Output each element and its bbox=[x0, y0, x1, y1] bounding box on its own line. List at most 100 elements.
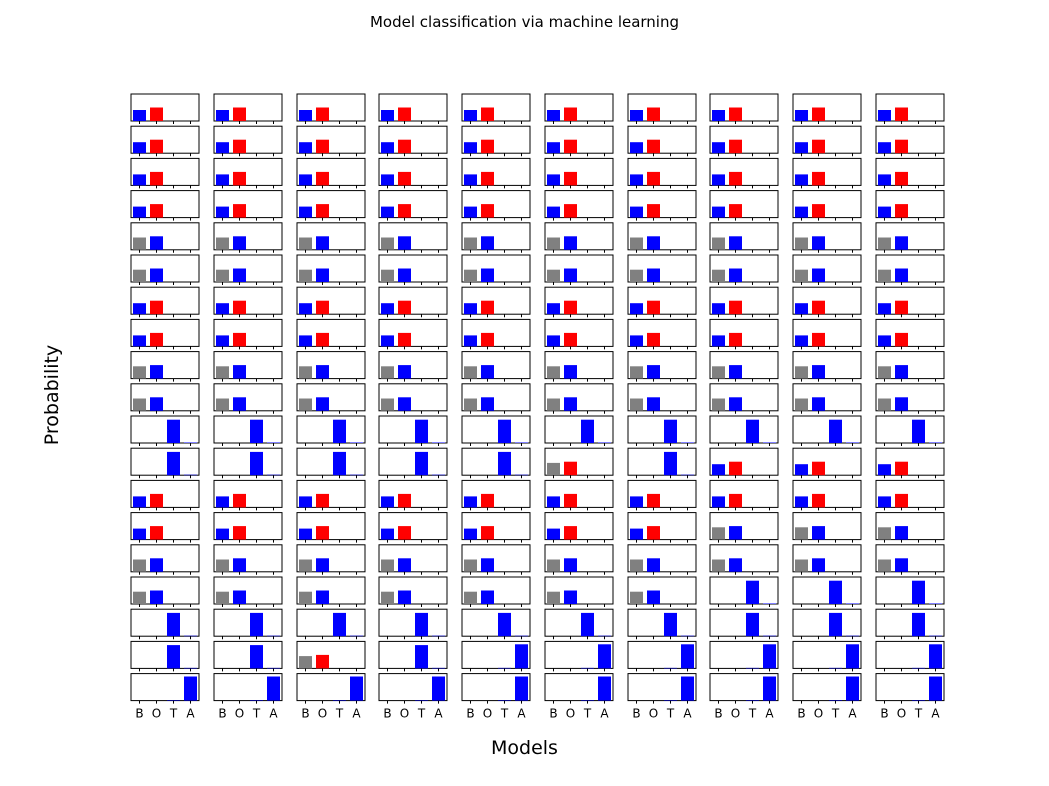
bar bbox=[250, 645, 263, 669]
bar bbox=[250, 700, 263, 701]
bar bbox=[350, 676, 363, 701]
bar bbox=[895, 526, 908, 540]
subplot bbox=[130, 447, 200, 479]
bar bbox=[432, 442, 445, 443]
subplot bbox=[627, 544, 697, 575]
bar bbox=[878, 527, 891, 540]
subplot bbox=[213, 479, 283, 511]
subplot-frame bbox=[544, 608, 614, 637]
bar bbox=[381, 591, 394, 604]
bar bbox=[233, 204, 246, 218]
bar bbox=[481, 365, 494, 379]
subplot-frame bbox=[709, 222, 779, 251]
bar bbox=[233, 139, 246, 154]
bar bbox=[432, 667, 445, 669]
subplot bbox=[544, 190, 614, 221]
subplot bbox=[709, 447, 779, 479]
subplot-frame bbox=[130, 415, 200, 444]
bar bbox=[795, 335, 808, 347]
subplot bbox=[296, 157, 366, 189]
bar bbox=[150, 236, 163, 250]
bar bbox=[895, 171, 908, 186]
bar bbox=[630, 559, 643, 572]
x-tick-label: B bbox=[135, 707, 143, 721]
bar bbox=[647, 139, 660, 154]
bar bbox=[184, 474, 197, 476]
bar bbox=[846, 635, 859, 637]
bar bbox=[316, 332, 329, 347]
subplot bbox=[461, 415, 531, 446]
bar bbox=[415, 451, 428, 476]
bar bbox=[878, 142, 891, 154]
bar bbox=[746, 419, 759, 443]
subplot bbox=[461, 125, 531, 157]
subplot bbox=[378, 254, 448, 285]
subplot bbox=[130, 125, 200, 157]
bar bbox=[398, 590, 411, 604]
bar bbox=[647, 493, 660, 508]
subplot bbox=[130, 512, 200, 543]
bar bbox=[233, 365, 246, 379]
bar bbox=[464, 559, 477, 572]
subplot bbox=[213, 222, 283, 253]
bar bbox=[712, 398, 725, 411]
subplot bbox=[296, 479, 366, 511]
x-tick-label: O bbox=[152, 707, 161, 721]
subplot bbox=[378, 512, 448, 543]
bar bbox=[299, 366, 312, 379]
bar bbox=[647, 365, 660, 379]
bar bbox=[150, 300, 163, 315]
subplot bbox=[627, 608, 697, 640]
x-tick-label: O bbox=[235, 707, 244, 721]
subplot bbox=[461, 640, 531, 672]
subplot bbox=[461, 544, 531, 575]
bar bbox=[912, 700, 925, 701]
bar bbox=[746, 612, 759, 637]
bar bbox=[299, 110, 312, 121]
bar bbox=[216, 237, 229, 250]
subplot bbox=[296, 254, 366, 285]
subplot-frame bbox=[213, 608, 283, 637]
bar bbox=[630, 335, 643, 347]
bar bbox=[564, 558, 577, 572]
bar bbox=[547, 366, 560, 379]
subplot bbox=[130, 93, 200, 124]
x-tick-label: A bbox=[683, 707, 692, 721]
bar bbox=[216, 206, 229, 218]
bar bbox=[812, 526, 825, 540]
bar bbox=[564, 236, 577, 250]
subplot bbox=[544, 544, 614, 575]
bar bbox=[133, 206, 146, 218]
bar bbox=[795, 269, 808, 282]
subplot-frame bbox=[296, 608, 366, 637]
bar bbox=[895, 365, 908, 379]
x-tick-label: T bbox=[252, 707, 261, 721]
bar bbox=[515, 442, 528, 443]
subplot-frame bbox=[378, 415, 448, 444]
subplot bbox=[544, 640, 614, 672]
bar bbox=[878, 303, 891, 315]
subplot bbox=[709, 351, 779, 382]
bar bbox=[812, 300, 825, 315]
subplot bbox=[627, 125, 697, 157]
bar bbox=[630, 303, 643, 315]
bar bbox=[381, 142, 394, 154]
bar bbox=[150, 171, 163, 186]
bar bbox=[316, 526, 329, 540]
subplot bbox=[792, 576, 862, 607]
subplot-frame bbox=[213, 640, 283, 669]
subplot-frame bbox=[461, 125, 531, 154]
subplot bbox=[792, 93, 862, 124]
subplot bbox=[875, 415, 945, 446]
subplot bbox=[875, 93, 945, 124]
bar bbox=[299, 591, 312, 604]
bar bbox=[150, 268, 163, 282]
bar bbox=[150, 590, 163, 604]
bar bbox=[267, 442, 280, 443]
subplot-frame bbox=[461, 447, 531, 476]
bar bbox=[150, 332, 163, 347]
subplot-frame bbox=[130, 383, 200, 412]
bar bbox=[630, 110, 643, 121]
